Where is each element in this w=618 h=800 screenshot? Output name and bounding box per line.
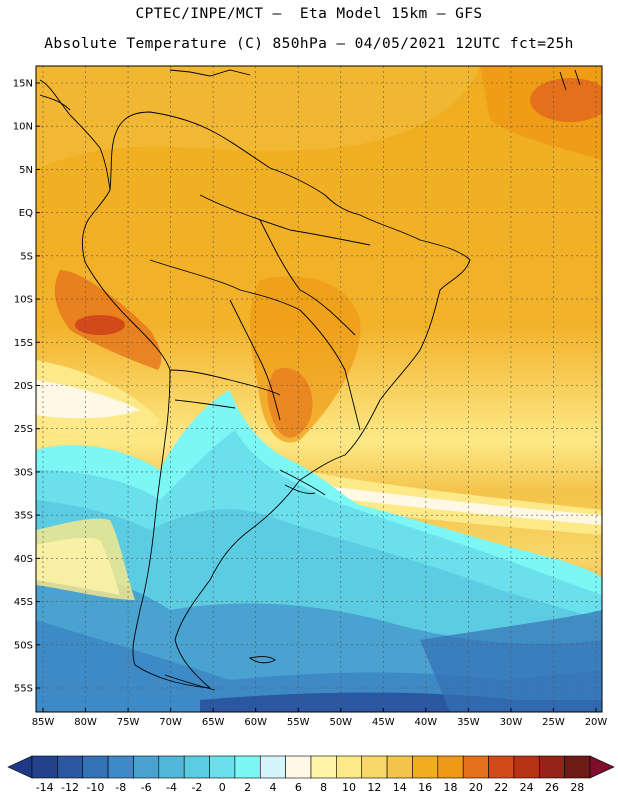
colorbar-label: 2	[244, 781, 252, 794]
colorbar-swatch	[462, 755, 489, 779]
colorbar-swatch	[361, 755, 388, 779]
colorbar-label: 6	[294, 781, 302, 794]
colorbar-swatch	[183, 755, 210, 779]
colorbar-swatch	[538, 755, 565, 779]
colorbar-label: -14	[35, 781, 54, 794]
lat-label: 25S	[14, 424, 33, 435]
colorbar-label: 4	[269, 781, 277, 794]
lat-label: 10S	[14, 295, 33, 306]
colorbar-swatch	[234, 755, 261, 779]
lon-label: 80W	[74, 717, 97, 728]
colorbar-swatch	[386, 755, 413, 779]
colorbar-label: 14	[392, 781, 407, 794]
colorbar-label: -2	[191, 781, 203, 794]
lat-label: 10N	[13, 122, 33, 133]
colorbar-swatch	[107, 755, 134, 779]
colorbar-under-triangle	[7, 755, 33, 779]
colorbar-swatch	[437, 755, 464, 779]
colorbar-label: 22	[494, 781, 509, 794]
colorbar-label: 24	[519, 781, 534, 794]
lon-label: 50W	[329, 717, 352, 728]
colorbar-swatch	[564, 755, 591, 779]
colorbar-label: 12	[367, 781, 382, 794]
lat-label: 55S	[14, 684, 33, 695]
lon-label: 30W	[500, 717, 523, 728]
lon-label: 40W	[415, 717, 438, 728]
colorbar-label: -8	[115, 781, 127, 794]
lon-label: 70W	[159, 717, 182, 728]
lat-label: 35S	[14, 511, 33, 522]
lat-label: 15N	[13, 79, 33, 90]
colorbar	[7, 755, 615, 779]
colorbar-swatch	[82, 755, 109, 779]
colorbar-label: 20	[468, 781, 483, 794]
colorbar-label: 28	[570, 781, 585, 794]
lat-label: 15S	[14, 338, 33, 349]
lon-label: 55W	[287, 717, 310, 728]
lon-label: 75W	[117, 717, 140, 728]
colorbar-label: -4	[166, 781, 177, 794]
colorbar-label: 10	[342, 781, 357, 794]
lon-label: 20W	[585, 717, 608, 728]
colorbar-label: -6	[140, 781, 152, 794]
colorbar-swatch	[488, 755, 515, 779]
temperature-field	[36, 66, 602, 712]
title-line-2: Absolute Temperature (C) 850hPa – 04/05/…	[44, 36, 574, 52]
colorbar-swatch	[285, 755, 312, 779]
colorbar-swatch	[158, 755, 185, 779]
lat-label: 30S	[14, 467, 33, 478]
gridlines	[36, 66, 602, 712]
lat-label: 5S	[20, 251, 33, 262]
colorbar-swatch	[259, 755, 286, 779]
colorbar-label: 26	[544, 781, 559, 794]
colorbar-swatch	[310, 755, 337, 779]
latitude-labels: 15N 10N 5N EQ 5S 10S 15S 20S 25S 30S 35S 40S 45S 50S 5…	[13, 79, 33, 695]
colorbar-swatch	[336, 755, 363, 779]
lon-label: 35W	[457, 717, 480, 728]
lon-label: 65W	[202, 717, 225, 728]
colorbar-label: 18	[443, 781, 458, 794]
title-line-1: CPTEC/INPE/MCT – Eta Model 15km – GFS	[135, 6, 483, 22]
colorbar-over-triangle	[589, 755, 615, 779]
lon-label: 60W	[244, 717, 267, 728]
longitude-labels: 85W 80W 75W 70W 65W 60W 55W 50W 45W 40W 35W 30W 25W 2…	[32, 717, 608, 728]
coastlines	[39, 69, 581, 691]
colorbar-label: -10	[86, 781, 105, 794]
lat-label: 40S	[14, 554, 33, 565]
map-frame	[35, 65, 603, 713]
colorbar-swatch	[513, 755, 540, 779]
lon-label: 45W	[372, 717, 395, 728]
colorbar-swatch	[31, 755, 58, 779]
colorbar-swatch	[412, 755, 439, 779]
colorbar-swatch	[133, 755, 160, 779]
colorbar-swatch	[57, 755, 84, 779]
lat-label: 5N	[19, 165, 33, 176]
colorbar-label: 16	[418, 781, 433, 794]
lat-label: EQ	[19, 208, 33, 219]
colorbar-label: -12	[61, 781, 80, 794]
colorbar-label: 0	[218, 781, 226, 794]
lat-label: 45S	[14, 597, 33, 608]
lat-label: 20S	[14, 381, 33, 392]
colorbar-label: 8	[320, 781, 328, 794]
lon-label: 85W	[32, 717, 55, 728]
colorbar-swatch	[209, 755, 236, 779]
lat-label: 50S	[14, 640, 33, 651]
lon-label: 25W	[542, 717, 565, 728]
